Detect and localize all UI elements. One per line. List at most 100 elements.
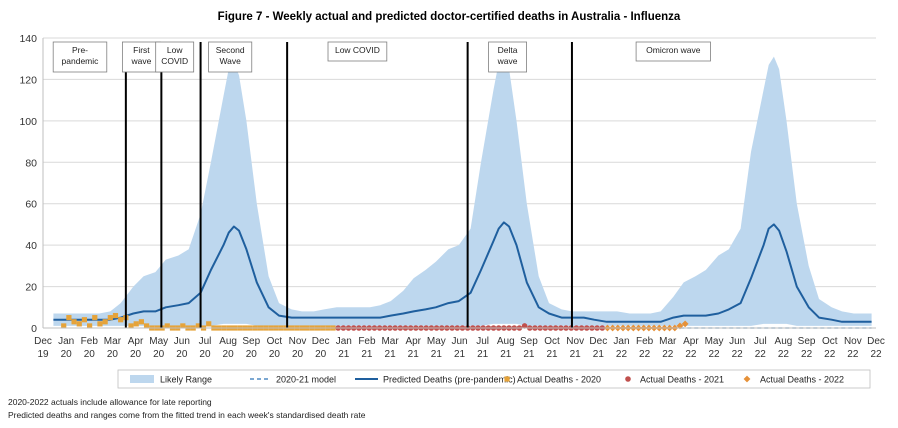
x-tick-year: 22	[801, 349, 813, 360]
period-label-text: Delta	[498, 45, 518, 55]
x-tick-month: May	[149, 336, 168, 347]
actual-2020-point	[61, 323, 67, 329]
legend-label: Likely Range	[160, 375, 212, 385]
x-tick-month: Sep	[798, 336, 816, 347]
actual-2020-point	[138, 319, 144, 325]
x-tick-month: Jan	[336, 336, 352, 347]
x-tick-month: Dec	[34, 336, 52, 347]
x-tick-month: Apr	[128, 336, 144, 347]
x-tick-year: 21	[593, 349, 605, 360]
x-tick-month: Aug	[775, 336, 793, 347]
x-tick-month: Nov	[566, 336, 584, 347]
x-tick-month: Jun	[729, 336, 745, 347]
actual-2020-point	[143, 323, 150, 329]
actual-2022-point	[681, 320, 689, 328]
actual-2020-point	[195, 323, 201, 329]
period-label-text: COVID	[161, 56, 188, 66]
actual-2020-point	[87, 323, 93, 329]
x-tick-year: 22	[639, 349, 651, 360]
x-tick-year: 21	[338, 349, 350, 360]
period-label-box	[208, 41, 253, 73]
legend-swatch-2021	[625, 376, 631, 382]
y-tick-label: 100	[19, 116, 37, 128]
legend-swatch-2022	[743, 375, 751, 383]
period-label-box	[155, 41, 195, 73]
x-tick-month: Oct	[822, 336, 838, 347]
x-tick-month: May	[705, 336, 724, 347]
x-tick-year: 21	[408, 349, 420, 360]
x-tick-month: Feb	[81, 336, 99, 347]
x-tick-year: 20	[199, 349, 211, 360]
x-tick-month: Jul	[754, 336, 767, 347]
x-tick-year: 21	[570, 349, 582, 360]
period-label-text: wave	[130, 56, 151, 66]
x-tick-year: 22	[755, 349, 767, 360]
legend-label: 2020-21 model	[276, 375, 336, 385]
x-tick-month: May	[427, 336, 446, 347]
period-label-box	[327, 41, 388, 62]
x-tick-year: 20	[223, 349, 235, 360]
x-tick-year: 21	[385, 349, 397, 360]
likely-range-band	[53, 56, 872, 326]
x-tick-year: 21	[523, 349, 535, 360]
likely-range-area	[53, 56, 872, 326]
legend-label: Actual Deaths - 2022	[760, 375, 844, 385]
legend-swatch-range	[130, 375, 154, 383]
x-tick-year: 22	[662, 349, 674, 360]
x-tick-month: Oct	[544, 336, 560, 347]
y-tick-label: 120	[19, 74, 37, 86]
period-label-text: Wave	[219, 56, 241, 66]
x-tick-month: Mar	[381, 336, 399, 347]
x-tick-year: 21	[431, 349, 443, 360]
actual-2020-point	[92, 315, 98, 321]
x-tick-year: 21	[454, 349, 466, 360]
actual-2020-point	[66, 315, 72, 321]
x-tick-month: Mar	[104, 336, 122, 347]
x-tick-month: Apr	[405, 336, 421, 347]
x-tick-year: 20	[176, 349, 188, 360]
x-tick-month: Dec	[589, 336, 607, 347]
actual-2020-point	[81, 317, 88, 323]
x-tick-month: Jul	[476, 336, 489, 347]
x-tick-month: Aug	[219, 336, 237, 347]
actual-2020-point	[164, 323, 170, 329]
period-label-text: pandemic	[62, 56, 100, 66]
x-tick-month: Feb	[636, 336, 654, 347]
legend-label: Actual Deaths - 2020	[517, 375, 601, 385]
x-tick-year: 21	[500, 349, 512, 360]
x-tick-year: 20	[84, 349, 96, 360]
x-tick-year: 20	[107, 349, 119, 360]
legend-box	[117, 369, 871, 389]
x-tick-year: 20	[315, 349, 327, 360]
legend: Likely Range 2020-21 model Predicted Death…	[117, 369, 871, 389]
period-label-box	[488, 41, 527, 73]
period-boundaries	[124, 42, 573, 328]
x-tick-month: Sep	[242, 336, 260, 347]
x-tick-year: 21	[477, 349, 489, 360]
actual-2020-point	[128, 323, 134, 329]
chart-title: Figure 7 - Weekly actual and predicted d…	[218, 11, 681, 23]
x-tick-year: 20	[292, 349, 304, 360]
footnote-method: Predicted deaths and ranges come from th…	[8, 410, 366, 420]
actual-2020-point	[112, 312, 119, 319]
x-tick-month: Jan	[58, 336, 74, 347]
x-tick-month: Jan	[613, 336, 629, 347]
x-tick-year: 22	[870, 349, 882, 360]
actual-2021-point	[521, 323, 528, 329]
legend-label: Predicted Deaths (pre-pandemic)	[383, 375, 516, 385]
x-tick-year: 22	[708, 349, 720, 360]
y-tick-label: 80	[25, 157, 37, 169]
x-tick-year: 19	[37, 349, 49, 360]
y-tick-label: 140	[19, 33, 37, 45]
x-tick-month: Mar	[659, 336, 677, 347]
legend-label: Actual Deaths - 2021	[640, 375, 724, 385]
legend-swatch-2020	[504, 376, 510, 382]
actual-2020-point	[133, 321, 139, 327]
x-tick-month: Dec	[312, 336, 330, 347]
period-label-text: Low COVID	[335, 45, 380, 55]
x-tick-month: Apr	[683, 336, 699, 347]
x-tick-year: 22	[824, 349, 836, 360]
y-tick-label: 20	[25, 282, 37, 294]
period-label-text: Omicron wave	[646, 45, 701, 55]
